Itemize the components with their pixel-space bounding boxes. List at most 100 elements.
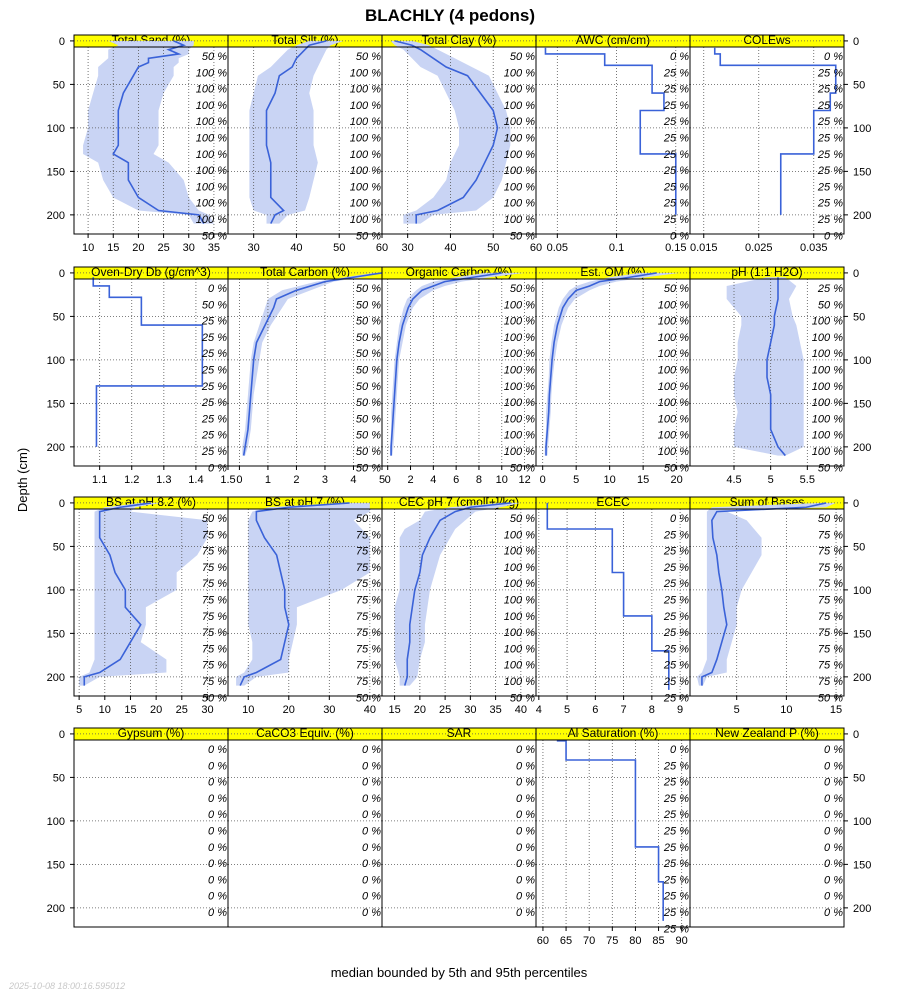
percent-label: 0 % xyxy=(516,809,535,821)
percent-label: 100 % xyxy=(658,446,689,458)
percent-label: 50 % xyxy=(202,692,227,704)
median-line xyxy=(394,40,499,224)
percent-label: 100 % xyxy=(504,627,535,639)
percent-label: 50 % xyxy=(202,299,227,311)
percent-label: 100 % xyxy=(504,529,535,541)
percent-label: 0 % xyxy=(208,744,227,756)
percent-label: 100 % xyxy=(504,676,535,688)
percent-label: 25 % xyxy=(663,181,689,193)
percent-label: 0 % xyxy=(516,760,535,772)
percent-label: 25 % xyxy=(817,133,843,145)
percent-label: 0 % xyxy=(208,826,227,838)
percent-label: 0 % xyxy=(208,858,227,870)
y-tick-label: 150 xyxy=(853,166,871,178)
percent-label: 100 % xyxy=(812,332,843,344)
percent-label: 25 % xyxy=(201,365,227,377)
percent-label: 25 % xyxy=(663,777,689,789)
x-tick-label: 65 xyxy=(560,935,572,947)
y-tick-label: 0 xyxy=(853,498,859,510)
x-tick-label: 1.2 xyxy=(124,474,139,486)
percentile-band xyxy=(236,502,370,686)
x-tick-label: 60 xyxy=(537,935,549,947)
x-tick-label: 15 xyxy=(124,704,136,716)
percent-label: 75 % xyxy=(818,643,843,655)
y-tick-label: 50 xyxy=(853,541,865,553)
x-tick-label: 3 xyxy=(322,474,328,486)
percent-label: 100 % xyxy=(504,430,535,442)
percent-label: 50 % xyxy=(664,283,689,295)
percent-label: 100 % xyxy=(658,316,689,328)
percentile-band xyxy=(726,277,804,456)
percent-label: 100 % xyxy=(658,397,689,409)
percent-label: 100 % xyxy=(504,67,535,79)
x-tick-label: 20 xyxy=(283,704,295,716)
percent-label: 25 % xyxy=(663,578,689,590)
y-tick-label: 0 xyxy=(853,36,859,48)
panel-frame xyxy=(689,278,845,467)
percent-label: 0 % xyxy=(516,858,535,870)
median-line xyxy=(242,272,383,456)
percent-label: 75 % xyxy=(356,676,381,688)
percent-label: 0 % xyxy=(208,777,227,789)
panel-19: Al Saturation (%) 0 % 25 % 25 % 25 % 25 % 25 %… xyxy=(535,726,691,947)
percent-label: 100 % xyxy=(350,116,381,128)
percent-label: 0 % xyxy=(362,907,381,919)
percent-label: 100 % xyxy=(504,316,535,328)
y-axis-title: Depth (cm) xyxy=(15,448,30,512)
percent-label: 25 % xyxy=(663,529,689,541)
percent-label: 0 % xyxy=(208,462,227,474)
percentile-band xyxy=(390,40,511,224)
panel-frame xyxy=(689,739,845,928)
x-tick-label: 35 xyxy=(489,704,501,716)
percent-label: 25 % xyxy=(201,446,227,458)
percent-label: 0 % xyxy=(362,744,381,756)
x-tick-label: 35 xyxy=(208,242,220,254)
percent-label: 75 % xyxy=(202,546,227,558)
percent-label: 25 % xyxy=(663,826,689,838)
percent-label: 25 % xyxy=(817,116,843,128)
panel-10: pH (1:1 H2O) 25 % 50 % 100 % 100 % 100 % 100 %… xyxy=(689,265,871,486)
percent-label: 25 % xyxy=(817,149,843,161)
percent-label: 100 % xyxy=(658,332,689,344)
x-tick-label: 70 xyxy=(583,935,595,947)
x-tick-label: 0.1 xyxy=(609,242,624,254)
y-tick-label: 50 xyxy=(53,79,65,91)
percent-label: 25 % xyxy=(663,198,689,210)
x-tick-label: 6 xyxy=(453,474,459,486)
median-line xyxy=(545,272,657,456)
percent-label: 100 % xyxy=(504,198,535,210)
percent-label: 25 % xyxy=(663,165,689,177)
x-tick-label: 20 xyxy=(414,704,426,716)
y-tick-label: 50 xyxy=(853,772,865,784)
y-tick-label: 50 xyxy=(853,79,865,91)
median-line xyxy=(403,502,511,686)
percent-label: 0 % xyxy=(362,891,381,903)
panel-7: Total Carbon (%) 50 % 50 % 50 % 50 % 50 % 50 %… xyxy=(227,265,385,486)
panel-grid: Total Sand (%)50 %100 %100 %100 %100 %10… xyxy=(47,33,872,947)
percent-label: 75 % xyxy=(356,578,381,590)
y-tick-label: 50 xyxy=(53,541,65,553)
x-tick-label: 6 xyxy=(592,704,598,716)
percent-label: 25 % xyxy=(817,165,843,177)
panel-13: CEC pH 7 (cmol[+]/kg)50 %100 %100 %100 %… xyxy=(381,495,537,716)
percent-label: 25 % xyxy=(201,413,227,425)
y-tick-label: 0 xyxy=(59,729,65,741)
percent-label: 0 % xyxy=(516,907,535,919)
percent-label: 75 % xyxy=(356,660,381,672)
y-tick-label: 150 xyxy=(47,628,65,640)
percent-label: 0 % xyxy=(824,760,843,772)
y-tick-label: 100 xyxy=(853,816,871,828)
median-line xyxy=(713,47,837,215)
x-tick-label: 30 xyxy=(183,242,195,254)
percent-label: 0 % xyxy=(824,51,843,63)
panel-1: Total Sand (%)50 %100 %100 %100 %100 %10… xyxy=(47,33,229,254)
percent-label: 25 % xyxy=(663,660,689,672)
y-tick-label: 100 xyxy=(853,585,871,597)
percent-label: 25 % xyxy=(663,67,689,79)
x-tick-label: 5 xyxy=(734,704,740,716)
percent-label: 100 % xyxy=(658,299,689,311)
percent-label: 0 % xyxy=(670,744,689,756)
percent-label: 25 % xyxy=(663,546,689,558)
percent-label: 100 % xyxy=(504,116,535,128)
percent-label: 0 % xyxy=(208,842,227,854)
